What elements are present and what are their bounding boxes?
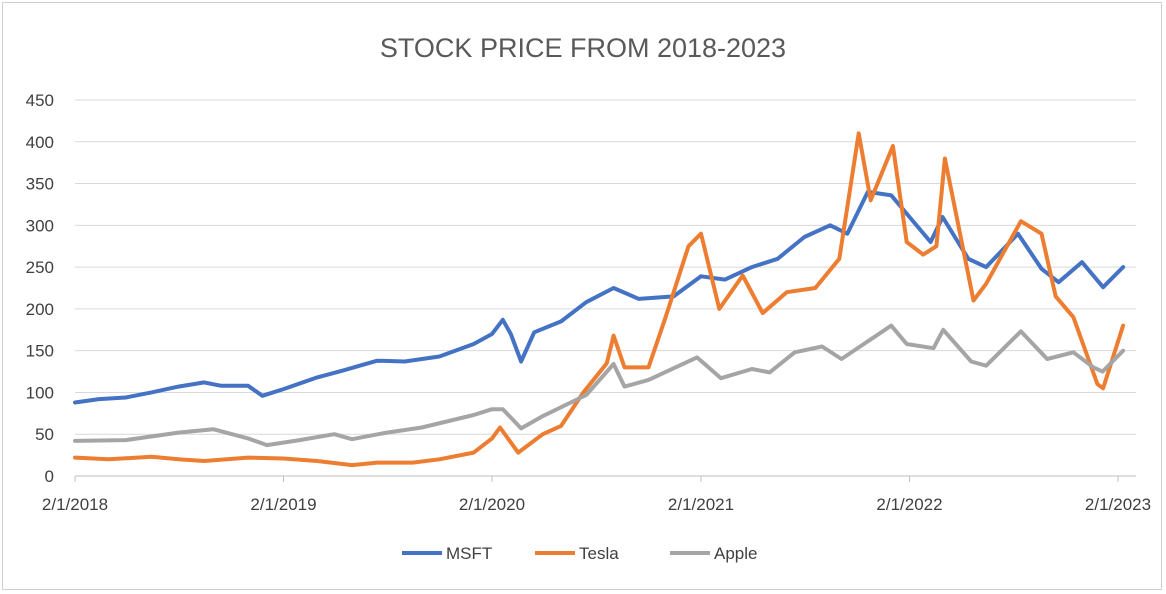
gridlines <box>75 99 1136 477</box>
series-line-apple <box>73 323 1126 448</box>
y-axis-ticks: 0 50 100 150 200 250 300 350 400 450 <box>26 91 54 486</box>
y-tick-label: 50 <box>35 425 54 444</box>
y-tick-label: 100 <box>26 383 54 402</box>
x-tick-label: 2/1/2021 <box>668 495 734 514</box>
y-tick-label: 350 <box>26 175 54 194</box>
y-tick-label: 200 <box>26 300 54 319</box>
series-line-msft <box>73 189 1126 405</box>
x-tick-label: 2/1/2022 <box>876 495 942 514</box>
y-tick-label: 400 <box>26 133 54 152</box>
legend-label-msft: MSFT <box>446 544 492 563</box>
x-axis-ticks: 2/1/2018 2/1/2019 2/1/2020 2/1/2021 2/1/2022… <box>42 475 1151 514</box>
series-lines <box>73 131 1126 468</box>
chart-title: STOCK PRICE FROM 2018-2023 <box>380 33 786 63</box>
x-tick-label: 2/1/2023 <box>1085 495 1151 514</box>
legend-label-apple: Apple <box>714 544 757 563</box>
legend-label-tesla: Tesla <box>579 544 619 563</box>
legend: MSFT Tesla Apple <box>402 544 757 563</box>
y-tick-label: 150 <box>26 342 54 361</box>
x-tick-label: 2/1/2020 <box>459 495 525 514</box>
series-line-tesla <box>73 131 1126 468</box>
y-tick-label: 300 <box>26 216 54 235</box>
y-tick-label: 250 <box>26 258 54 277</box>
y-tick-label: 450 <box>26 91 54 110</box>
x-tick-label: 2/1/2018 <box>42 495 108 514</box>
y-tick-label: 0 <box>45 467 54 486</box>
x-tick-label: 2/1/2019 <box>250 495 316 514</box>
